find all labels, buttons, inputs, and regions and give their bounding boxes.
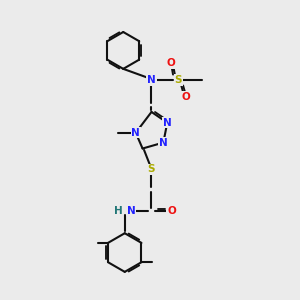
Text: O: O — [167, 58, 175, 68]
Text: N: N — [147, 75, 156, 85]
Text: S: S — [148, 164, 155, 174]
Text: H: H — [114, 206, 123, 216]
Text: S: S — [175, 75, 182, 85]
Text: N: N — [163, 118, 172, 128]
Text: N: N — [131, 128, 140, 138]
Text: N: N — [159, 138, 168, 148]
Text: O: O — [181, 92, 190, 102]
Text: O: O — [167, 206, 176, 216]
Text: N: N — [127, 206, 136, 216]
